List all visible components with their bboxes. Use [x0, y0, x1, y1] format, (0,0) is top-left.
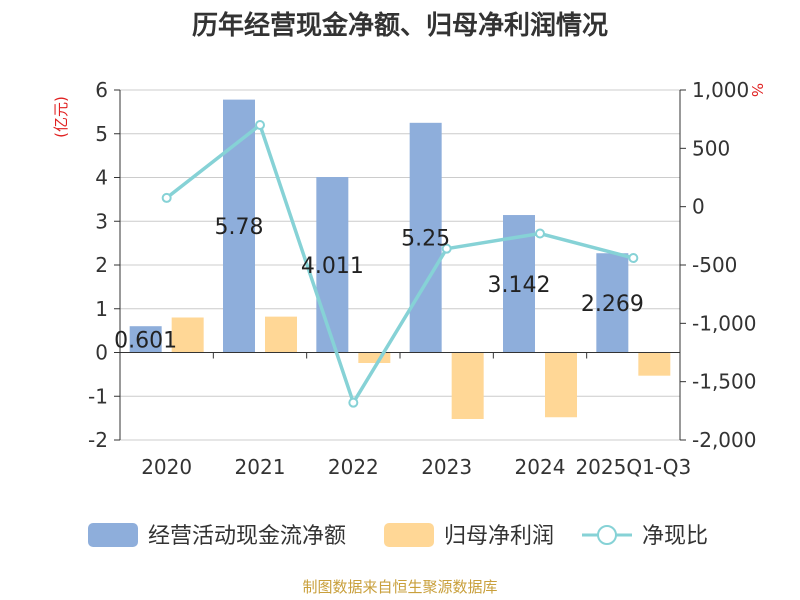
left-tick-label: -2: [88, 428, 108, 452]
legend-label-cash-flow: 经营活动现金流净额: [148, 524, 346, 549]
right-tick-label: 0: [692, 195, 705, 219]
left-axis-unit: (亿元): [52, 96, 70, 138]
bar-cash-flow: [596, 253, 629, 353]
ratio-point: [348, 397, 359, 408]
ratio-line-path: [165, 122, 634, 407]
bar-net-profit: [545, 352, 577, 418]
cash-flow-data-label: 5.78: [215, 215, 264, 240]
chart-title: 历年经营现金净额、归母净利润情况: [192, 10, 608, 41]
left-tick-label: 5: [95, 122, 108, 146]
right-tick-label: -2,000: [692, 428, 756, 452]
right-axis-unit: %: [748, 83, 766, 97]
cash-flow-data-label: 0.601: [114, 328, 177, 353]
right-tick-label: 1,000: [692, 78, 749, 102]
ratio-point: [161, 192, 172, 203]
category-label: 2020: [141, 455, 192, 479]
source-note: 制图数据来自恒生聚源数据库: [302, 578, 497, 596]
right-tick-label: 500: [692, 136, 730, 160]
legend-label-ratio: 净现比: [642, 524, 708, 549]
ratio-point: [628, 253, 639, 263]
bar-net-profit: [638, 352, 671, 376]
axes: -2 -1 0 1 2 3 4 5 6 -2,000 -1,500 -1,000 -500 0 500 1,0…: [88, 78, 756, 479]
left-tick-label: 6: [95, 78, 108, 102]
bar-cash-flow: [409, 122, 442, 353]
bar-net-profit: [171, 317, 204, 353]
category-label: 2025Q1-Q3: [575, 455, 691, 479]
ratio-point: [535, 228, 545, 239]
category-label: 2021: [235, 455, 286, 479]
legend-swatch-cash-flow: [88, 523, 138, 547]
right-tick-label: -500: [692, 253, 737, 277]
category-label: 2022: [328, 455, 379, 479]
bar-cash-flow: [129, 326, 162, 353]
left-tick-label: -1: [88, 384, 108, 408]
bar-net-profit: [265, 316, 297, 353]
left-tick-label: 1: [95, 297, 108, 321]
legend-marker-ratio: [597, 525, 617, 545]
bars: [129, 99, 671, 419]
cash-flow-data-label: 4.011: [301, 254, 364, 279]
left-tick-label: 0: [95, 341, 108, 365]
legend-label-net-profit: 归母净利润: [444, 524, 554, 549]
legend-swatch-net-profit: [384, 523, 434, 547]
left-tick-label: 4: [95, 166, 108, 190]
left-tick-label: 3: [95, 209, 108, 233]
right-tick-label: -1,000: [692, 311, 756, 335]
ratio-point: [441, 243, 452, 254]
cash-flow-data-label: 5.25: [401, 227, 450, 252]
category-label: 2024: [515, 455, 566, 479]
cash-flow-data-label: 3.142: [488, 273, 551, 298]
bar-cash-flow: [316, 177, 349, 353]
grid-lines: [120, 89, 680, 441]
ratio-line: [161, 120, 639, 408]
bar-net-profit: [451, 352, 484, 419]
bar-net-profit: [358, 352, 391, 363]
category-label: 2023: [421, 455, 472, 479]
data-labels: 0.601 5.78 4.011 5.25 3.142 2.269: [114, 215, 644, 353]
cash-flow-data-label: 2.269: [581, 292, 644, 317]
ratio-point: [255, 120, 265, 130]
left-tick-label: 2: [95, 253, 108, 277]
right-tick-label: -1,500: [692, 370, 756, 394]
legend: 经营活动现金流净额 归母净利润 净现比: [88, 523, 708, 549]
